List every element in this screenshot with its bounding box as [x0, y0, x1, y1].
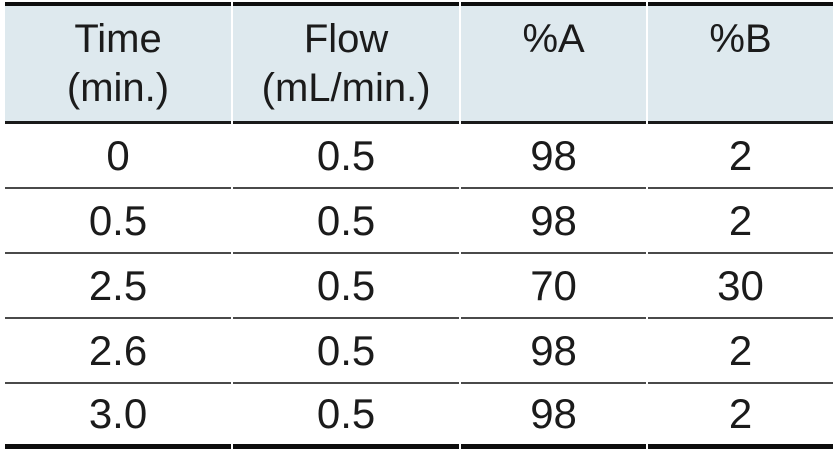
cell-percent-b: 2	[648, 189, 833, 254]
table-row: 0.5 0.5 98 2	[5, 189, 833, 254]
header-label-percent-a: %A	[522, 17, 585, 61]
table-row: 2.6 0.5 98 2	[5, 319, 833, 384]
header-cell-time: Time (min.)	[5, 2, 232, 124]
cell-percent-a: 98	[461, 124, 647, 189]
cell-percent-b: 2	[648, 384, 833, 449]
table-row: 2.5 0.5 70 30	[5, 254, 833, 319]
header-label-percent-b: %B	[709, 17, 772, 61]
cell-percent-b: 30	[648, 254, 833, 319]
cell-percent-a: 70	[461, 254, 647, 319]
table-body: 0 0.5 98 2 0.5 0.5 98 2 2.5 0.5 70 30 2.…	[5, 124, 833, 449]
header-label-time: Time	[74, 17, 162, 61]
cell-time: 0	[5, 124, 232, 189]
table-header: Time (min.) Flow (mL/min.) %A %B	[5, 2, 833, 124]
header-cell-flow: Flow (mL/min.)	[233, 2, 460, 124]
cell-flow: 0.5	[233, 189, 460, 254]
cell-flow: 0.5	[233, 124, 460, 189]
header-sublabel-flow: (mL/min.)	[261, 66, 431, 110]
cell-time: 2.6	[5, 319, 232, 384]
header-label-flow: Flow	[303, 17, 389, 61]
cell-time: 2.5	[5, 254, 232, 319]
header-cell-percent-a: %A	[461, 2, 647, 124]
cell-percent-a: 98	[461, 189, 647, 254]
header-sublabel-time: (min.)	[66, 66, 170, 110]
cell-percent-b: 2	[648, 124, 833, 189]
gradient-table: Time (min.) Flow (mL/min.) %A %B	[3, 2, 835, 449]
cell-percent-a: 98	[461, 319, 647, 384]
cell-percent-b: 2	[648, 319, 833, 384]
cell-time: 3.0	[5, 384, 232, 449]
header-row: Time (min.) Flow (mL/min.) %A %B	[5, 2, 833, 124]
cell-flow: 0.5	[233, 384, 460, 449]
table-row: 0 0.5 98 2	[5, 124, 833, 189]
header-cell-percent-b: %B	[648, 2, 833, 124]
cell-time: 0.5	[5, 189, 232, 254]
cell-percent-a: 98	[461, 384, 647, 449]
cell-flow: 0.5	[233, 319, 460, 384]
table-row: 3.0 0.5 98 2	[5, 384, 833, 449]
cell-flow: 0.5	[233, 254, 460, 319]
